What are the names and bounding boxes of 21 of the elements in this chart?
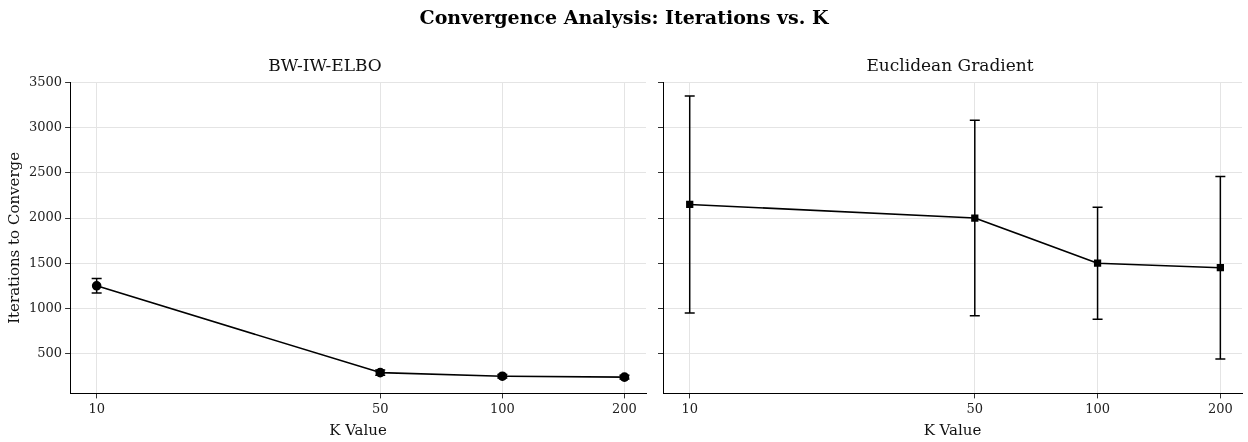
x-tick-label: 200 <box>1207 400 1233 416</box>
x-tick-label: 200 <box>612 400 637 416</box>
x-tick-label: 10 <box>681 400 698 416</box>
y-tick-label: 3000 <box>28 118 63 134</box>
text: Convergence Analysis: Iterations vs. K <box>418 5 830 30</box>
y-tick-label: 2500 <box>28 164 63 180</box>
x-axis-title: K Value <box>923 420 982 439</box>
x-tick-label: 50 <box>966 400 984 416</box>
x-tick-label: 10 <box>88 400 105 416</box>
x-axis-title: K Value <box>329 420 388 439</box>
x-tick-label: 100 <box>489 400 515 416</box>
chart-title: Euclidean Gradient <box>866 54 1034 75</box>
chart-title: BW-IW-ELBO <box>268 54 382 75</box>
y-tick-label: 1000 <box>28 299 63 315</box>
y-tick-label: 500 <box>37 345 63 360</box>
x-tick-label: 50 <box>371 400 389 416</box>
y-tick-label: 2000 <box>28 209 63 225</box>
y-tick-label: 1500 <box>28 254 63 270</box>
y-tick-label: 3500 <box>28 73 63 89</box>
y-axis-title: Iterations to Converge <box>4 151 23 324</box>
x-tick-label: 100 <box>1085 400 1110 416</box>
